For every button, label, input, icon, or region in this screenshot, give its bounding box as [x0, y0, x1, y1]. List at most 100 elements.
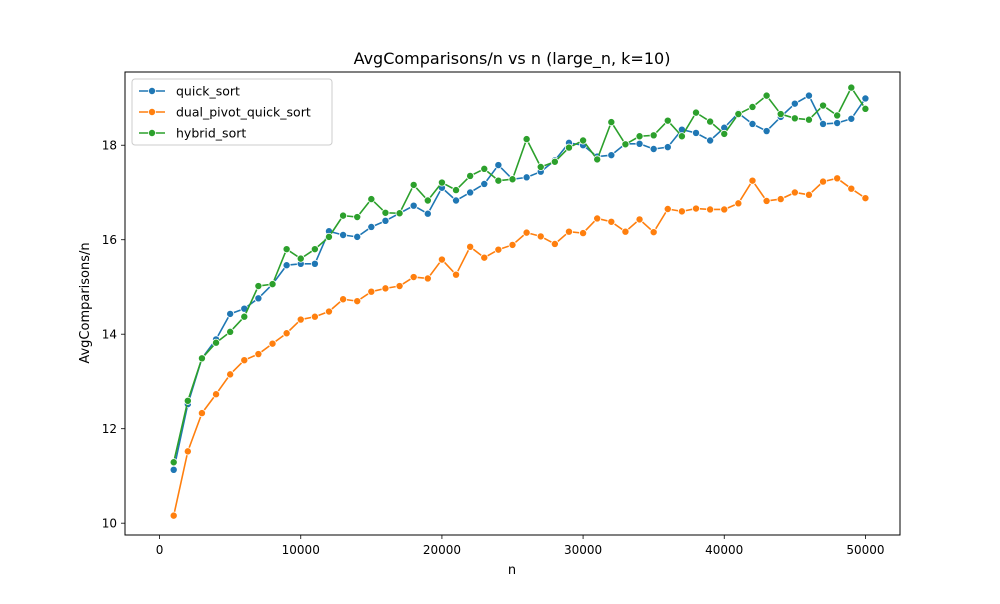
x-axis-label: n	[508, 563, 516, 578]
data-point-dual_pivot_quick_sort	[748, 176, 757, 185]
data-point-hybrid_sort	[254, 282, 263, 291]
data-point-hybrid_sort	[847, 83, 856, 92]
data-point-quick_sort	[494, 161, 503, 170]
legend-marker-dual_pivot_quick_sort	[147, 108, 156, 117]
data-point-dual_pivot_quick_sort	[564, 227, 573, 236]
data-point-hybrid_sort	[776, 110, 785, 119]
data-point-dual_pivot_quick_sort	[720, 205, 729, 214]
data-point-dual_pivot_quick_sort	[452, 270, 461, 279]
legend: quick_sort dual_pivot_quick_sort hybrid_so…	[131, 78, 333, 146]
data-point-dual_pivot_quick_sort	[381, 284, 390, 293]
data-point-hybrid_sort	[790, 114, 799, 123]
data-point-dual_pivot_quick_sort	[790, 188, 799, 197]
data-point-hybrid_sort	[706, 117, 715, 126]
data-point-dual_pivot_quick_sort	[593, 214, 602, 223]
data-point-hybrid_sort	[550, 157, 559, 166]
x-tick-label: 50000	[846, 543, 884, 557]
data-point-hybrid_sort	[353, 213, 362, 222]
data-point-hybrid_sort	[169, 458, 178, 467]
x-tick-label: 20000	[423, 543, 461, 557]
data-point-hybrid_sort	[437, 178, 446, 187]
data-point-quick_sort	[226, 309, 235, 318]
data-point-dual_pivot_quick_sort	[197, 409, 206, 418]
x-tick-label: 0	[156, 543, 164, 557]
data-point-hybrid_sort	[692, 108, 701, 117]
data-point-hybrid_sort	[861, 104, 870, 113]
data-point-hybrid_sort	[593, 155, 602, 164]
data-point-hybrid_sort	[381, 208, 390, 217]
data-point-dual_pivot_quick_sort	[240, 356, 249, 365]
data-point-hybrid_sort	[226, 327, 235, 336]
data-point-hybrid_sort	[282, 245, 291, 254]
data-point-dual_pivot_quick_sort	[212, 390, 221, 399]
y-axis: 10 12 14 16 18	[102, 139, 125, 531]
legend-label-dual_pivot_quick_sort: dual_pivot_quick_sort	[176, 105, 311, 120]
data-point-dual_pivot_quick_sort	[635, 215, 644, 224]
y-axis-label: AvgComparisons/n	[78, 242, 93, 363]
data-point-dual_pivot_quick_sort	[734, 199, 743, 208]
data-point-hybrid_sort	[621, 140, 630, 149]
data-point-dual_pivot_quick_sort	[649, 228, 658, 237]
data-point-quick_sort	[861, 94, 870, 103]
data-point-dual_pivot_quick_sort	[169, 511, 178, 520]
data-point-hybrid_sort	[409, 180, 418, 189]
data-point-hybrid_sort	[762, 91, 771, 100]
data-point-dual_pivot_quick_sort	[692, 204, 701, 213]
data-point-dual_pivot_quick_sort	[409, 273, 418, 282]
data-point-dual_pivot_quick_sort	[268, 339, 277, 348]
data-point-dual_pivot_quick_sort	[677, 207, 686, 216]
data-point-dual_pivot_quick_sort	[621, 227, 630, 236]
data-point-hybrid_sort	[324, 232, 333, 241]
plot-area	[169, 83, 870, 520]
axes-frame	[124, 71, 901, 536]
data-point-quick_sort	[663, 143, 672, 152]
legend-box	[131, 78, 333, 146]
data-point-dual_pivot_quick_sort	[550, 239, 559, 248]
data-point-hybrid_sort	[423, 196, 432, 205]
data-point-dual_pivot_quick_sort	[367, 287, 376, 296]
data-point-quick_sort	[452, 196, 461, 205]
data-point-dual_pivot_quick_sort	[522, 228, 531, 237]
data-point-quick_sort	[790, 99, 799, 108]
data-point-hybrid_sort	[183, 396, 192, 405]
data-point-hybrid_sort	[833, 111, 842, 120]
data-point-dual_pivot_quick_sort	[339, 295, 348, 304]
data-point-hybrid_sort	[579, 136, 588, 145]
data-point-dual_pivot_quick_sort	[324, 307, 333, 316]
data-point-hybrid_sort	[197, 354, 206, 363]
y-tick-label: 14	[102, 328, 117, 342]
data-point-quick_sort	[367, 222, 376, 231]
data-point-hybrid_sort	[804, 115, 813, 124]
data-point-quick_sort	[409, 201, 418, 210]
data-point-hybrid_sort	[819, 101, 828, 110]
data-point-dual_pivot_quick_sort	[226, 370, 235, 379]
y-tick-label: 10	[102, 517, 117, 531]
data-point-dual_pivot_quick_sort	[762, 196, 771, 205]
y-tick-label: 12	[102, 422, 117, 436]
data-point-hybrid_sort	[607, 118, 616, 127]
data-point-dual_pivot_quick_sort	[847, 184, 856, 193]
data-point-quick_sort	[423, 209, 432, 218]
data-point-dual_pivot_quick_sort	[183, 447, 192, 456]
data-point-hybrid_sort	[268, 280, 277, 289]
data-point-hybrid_sort	[296, 254, 305, 263]
data-point-hybrid_sort	[522, 135, 531, 144]
data-point-hybrid_sort	[339, 211, 348, 220]
data-point-quick_sort	[381, 216, 390, 225]
data-point-dual_pivot_quick_sort	[423, 274, 432, 283]
data-point-quick_sort	[339, 230, 348, 239]
data-point-dual_pivot_quick_sort	[480, 253, 489, 262]
data-point-hybrid_sort	[720, 129, 729, 138]
data-point-quick_sort	[649, 145, 658, 154]
data-point-hybrid_sort	[480, 164, 489, 173]
data-point-hybrid_sort	[310, 245, 319, 254]
data-point-quick_sort	[748, 119, 757, 128]
data-point-dual_pivot_quick_sort	[579, 229, 588, 238]
legend-label-quick_sort: quick_sort	[176, 84, 240, 99]
data-point-hybrid_sort	[494, 176, 503, 185]
data-point-quick_sort	[310, 259, 319, 268]
legend-marker-hybrid_sort	[147, 128, 156, 137]
data-point-hybrid_sort	[452, 186, 461, 195]
